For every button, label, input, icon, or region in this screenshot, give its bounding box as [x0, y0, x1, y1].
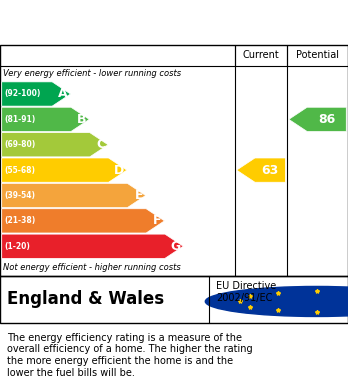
Text: Not energy efficient - higher running costs: Not energy efficient - higher running co…: [3, 263, 181, 272]
Text: (55-68): (55-68): [4, 166, 35, 175]
Text: (39-54): (39-54): [4, 191, 35, 200]
Text: (81-91): (81-91): [4, 115, 35, 124]
Text: 86: 86: [318, 113, 335, 126]
Text: Potential: Potential: [296, 50, 339, 60]
Text: F: F: [153, 214, 162, 227]
Polygon shape: [2, 183, 145, 208]
Text: (69-80): (69-80): [4, 140, 35, 149]
Text: G: G: [170, 240, 181, 253]
Text: Energy Efficiency Rating: Energy Efficiency Rating: [10, 13, 258, 32]
Polygon shape: [289, 107, 346, 131]
Text: The energy efficiency rating is a measure of the
overall efficiency of a home. T: The energy efficiency rating is a measur…: [7, 333, 253, 378]
Text: (92-100): (92-100): [4, 90, 41, 99]
Text: D: D: [114, 163, 124, 177]
Polygon shape: [2, 158, 127, 182]
Text: E: E: [134, 189, 143, 202]
Polygon shape: [2, 209, 164, 233]
Text: Current: Current: [243, 50, 279, 60]
Text: 63: 63: [261, 163, 279, 177]
Polygon shape: [2, 107, 89, 131]
Polygon shape: [2, 234, 183, 258]
Polygon shape: [237, 158, 285, 182]
Polygon shape: [2, 82, 70, 106]
Circle shape: [205, 287, 348, 316]
Text: A: A: [58, 88, 68, 100]
Text: Very energy efficient - lower running costs: Very energy efficient - lower running co…: [3, 69, 182, 78]
Text: C: C: [96, 138, 105, 151]
Text: B: B: [77, 113, 87, 126]
Text: EU Directive
2002/91/EC: EU Directive 2002/91/EC: [216, 281, 276, 303]
Text: (21-38): (21-38): [4, 216, 35, 225]
Text: England & Wales: England & Wales: [7, 290, 164, 308]
Polygon shape: [2, 133, 108, 157]
Text: (1-20): (1-20): [4, 242, 30, 251]
